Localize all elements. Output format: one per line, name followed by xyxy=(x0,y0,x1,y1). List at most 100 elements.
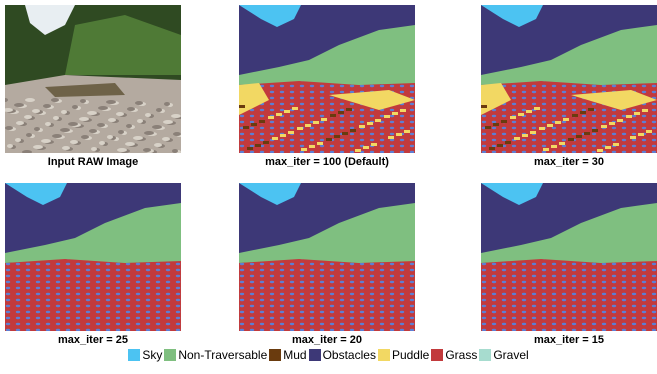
ground-region xyxy=(5,259,181,331)
patch xyxy=(297,127,303,130)
legend-label: Gravel xyxy=(493,348,528,362)
legend-swatch xyxy=(269,349,281,361)
panel-image xyxy=(5,5,181,153)
patch xyxy=(530,131,536,134)
stone xyxy=(156,108,162,112)
patch xyxy=(326,138,332,141)
patch xyxy=(539,127,545,130)
stone xyxy=(117,148,127,152)
patch xyxy=(321,118,327,121)
stone xyxy=(43,104,51,108)
legend-swatch xyxy=(164,349,176,361)
patch xyxy=(305,124,311,127)
patch xyxy=(547,124,553,127)
panel: max_iter = 20 xyxy=(239,183,415,346)
patch xyxy=(501,120,507,123)
stone xyxy=(68,122,78,126)
panel: max_iter = 100 (Default) xyxy=(239,5,415,168)
patch xyxy=(576,135,582,138)
patch xyxy=(243,126,249,129)
stone xyxy=(79,117,89,121)
patch xyxy=(563,118,569,121)
legend-swatch xyxy=(378,349,390,361)
caption: Input RAW Image xyxy=(5,156,181,168)
legend-label: Grass xyxy=(445,348,477,362)
patch xyxy=(485,126,491,129)
patch xyxy=(346,108,352,111)
stone xyxy=(51,98,59,102)
patch xyxy=(404,130,410,133)
caption: max_iter = 20 xyxy=(239,334,415,346)
stone xyxy=(62,146,70,150)
stone xyxy=(33,145,43,149)
patch xyxy=(642,109,648,112)
patch xyxy=(584,132,590,135)
patch xyxy=(522,134,528,137)
caption: max_iter = 100 (Default) xyxy=(239,156,415,168)
legend-swatch xyxy=(128,349,140,361)
patch xyxy=(392,112,398,115)
stone xyxy=(81,135,89,139)
stone xyxy=(5,126,13,130)
patch xyxy=(592,129,598,132)
stone xyxy=(163,120,173,124)
patch xyxy=(292,107,298,110)
stone xyxy=(7,144,13,148)
legend-item: Sky xyxy=(128,348,162,362)
panel: max_iter = 30 xyxy=(481,5,657,168)
legend-item: Mud xyxy=(269,348,306,362)
patch xyxy=(239,105,245,108)
patch xyxy=(526,110,532,113)
legend-item: Obstacles xyxy=(309,348,376,362)
stone xyxy=(53,116,59,120)
stone xyxy=(126,124,132,128)
patch xyxy=(555,121,561,124)
patch xyxy=(288,131,294,134)
stone xyxy=(162,137,170,141)
stone xyxy=(80,99,86,103)
patch xyxy=(559,142,565,145)
stone xyxy=(145,113,151,117)
patch xyxy=(342,132,348,135)
stone xyxy=(152,125,162,129)
panel: Input RAW Image xyxy=(5,5,181,168)
panel-image xyxy=(481,5,657,153)
patch xyxy=(588,108,594,111)
stone xyxy=(34,127,40,131)
stone xyxy=(173,132,181,136)
legend-item: Gravel xyxy=(479,348,528,362)
stone xyxy=(127,107,135,111)
stone xyxy=(99,141,105,145)
stone xyxy=(52,134,62,138)
stone xyxy=(172,149,178,153)
panel-image xyxy=(239,183,415,331)
panel-image xyxy=(239,5,415,153)
patch xyxy=(481,105,487,108)
caption: max_iter = 25 xyxy=(5,334,181,346)
patch xyxy=(514,137,520,140)
patch xyxy=(518,113,524,116)
patch xyxy=(350,129,356,132)
stone xyxy=(106,100,116,104)
patch xyxy=(638,133,644,136)
patch xyxy=(251,123,257,126)
patch xyxy=(605,146,611,149)
patch xyxy=(630,136,636,139)
patch xyxy=(613,143,619,146)
patch xyxy=(284,110,290,113)
patch xyxy=(309,145,315,148)
panel-image xyxy=(5,183,181,331)
legend-swatch xyxy=(479,349,491,361)
patch xyxy=(568,138,574,141)
figure: SkyNon-TraversableMudObstaclesPuddleGras… xyxy=(0,0,657,374)
patch xyxy=(255,144,261,147)
stone xyxy=(15,138,21,142)
legend-swatch xyxy=(309,349,321,361)
patch xyxy=(371,143,377,146)
panel: max_iter = 25 xyxy=(5,183,181,346)
stone xyxy=(144,131,154,135)
patch xyxy=(301,148,307,151)
patch xyxy=(367,122,373,125)
patch xyxy=(330,114,336,117)
